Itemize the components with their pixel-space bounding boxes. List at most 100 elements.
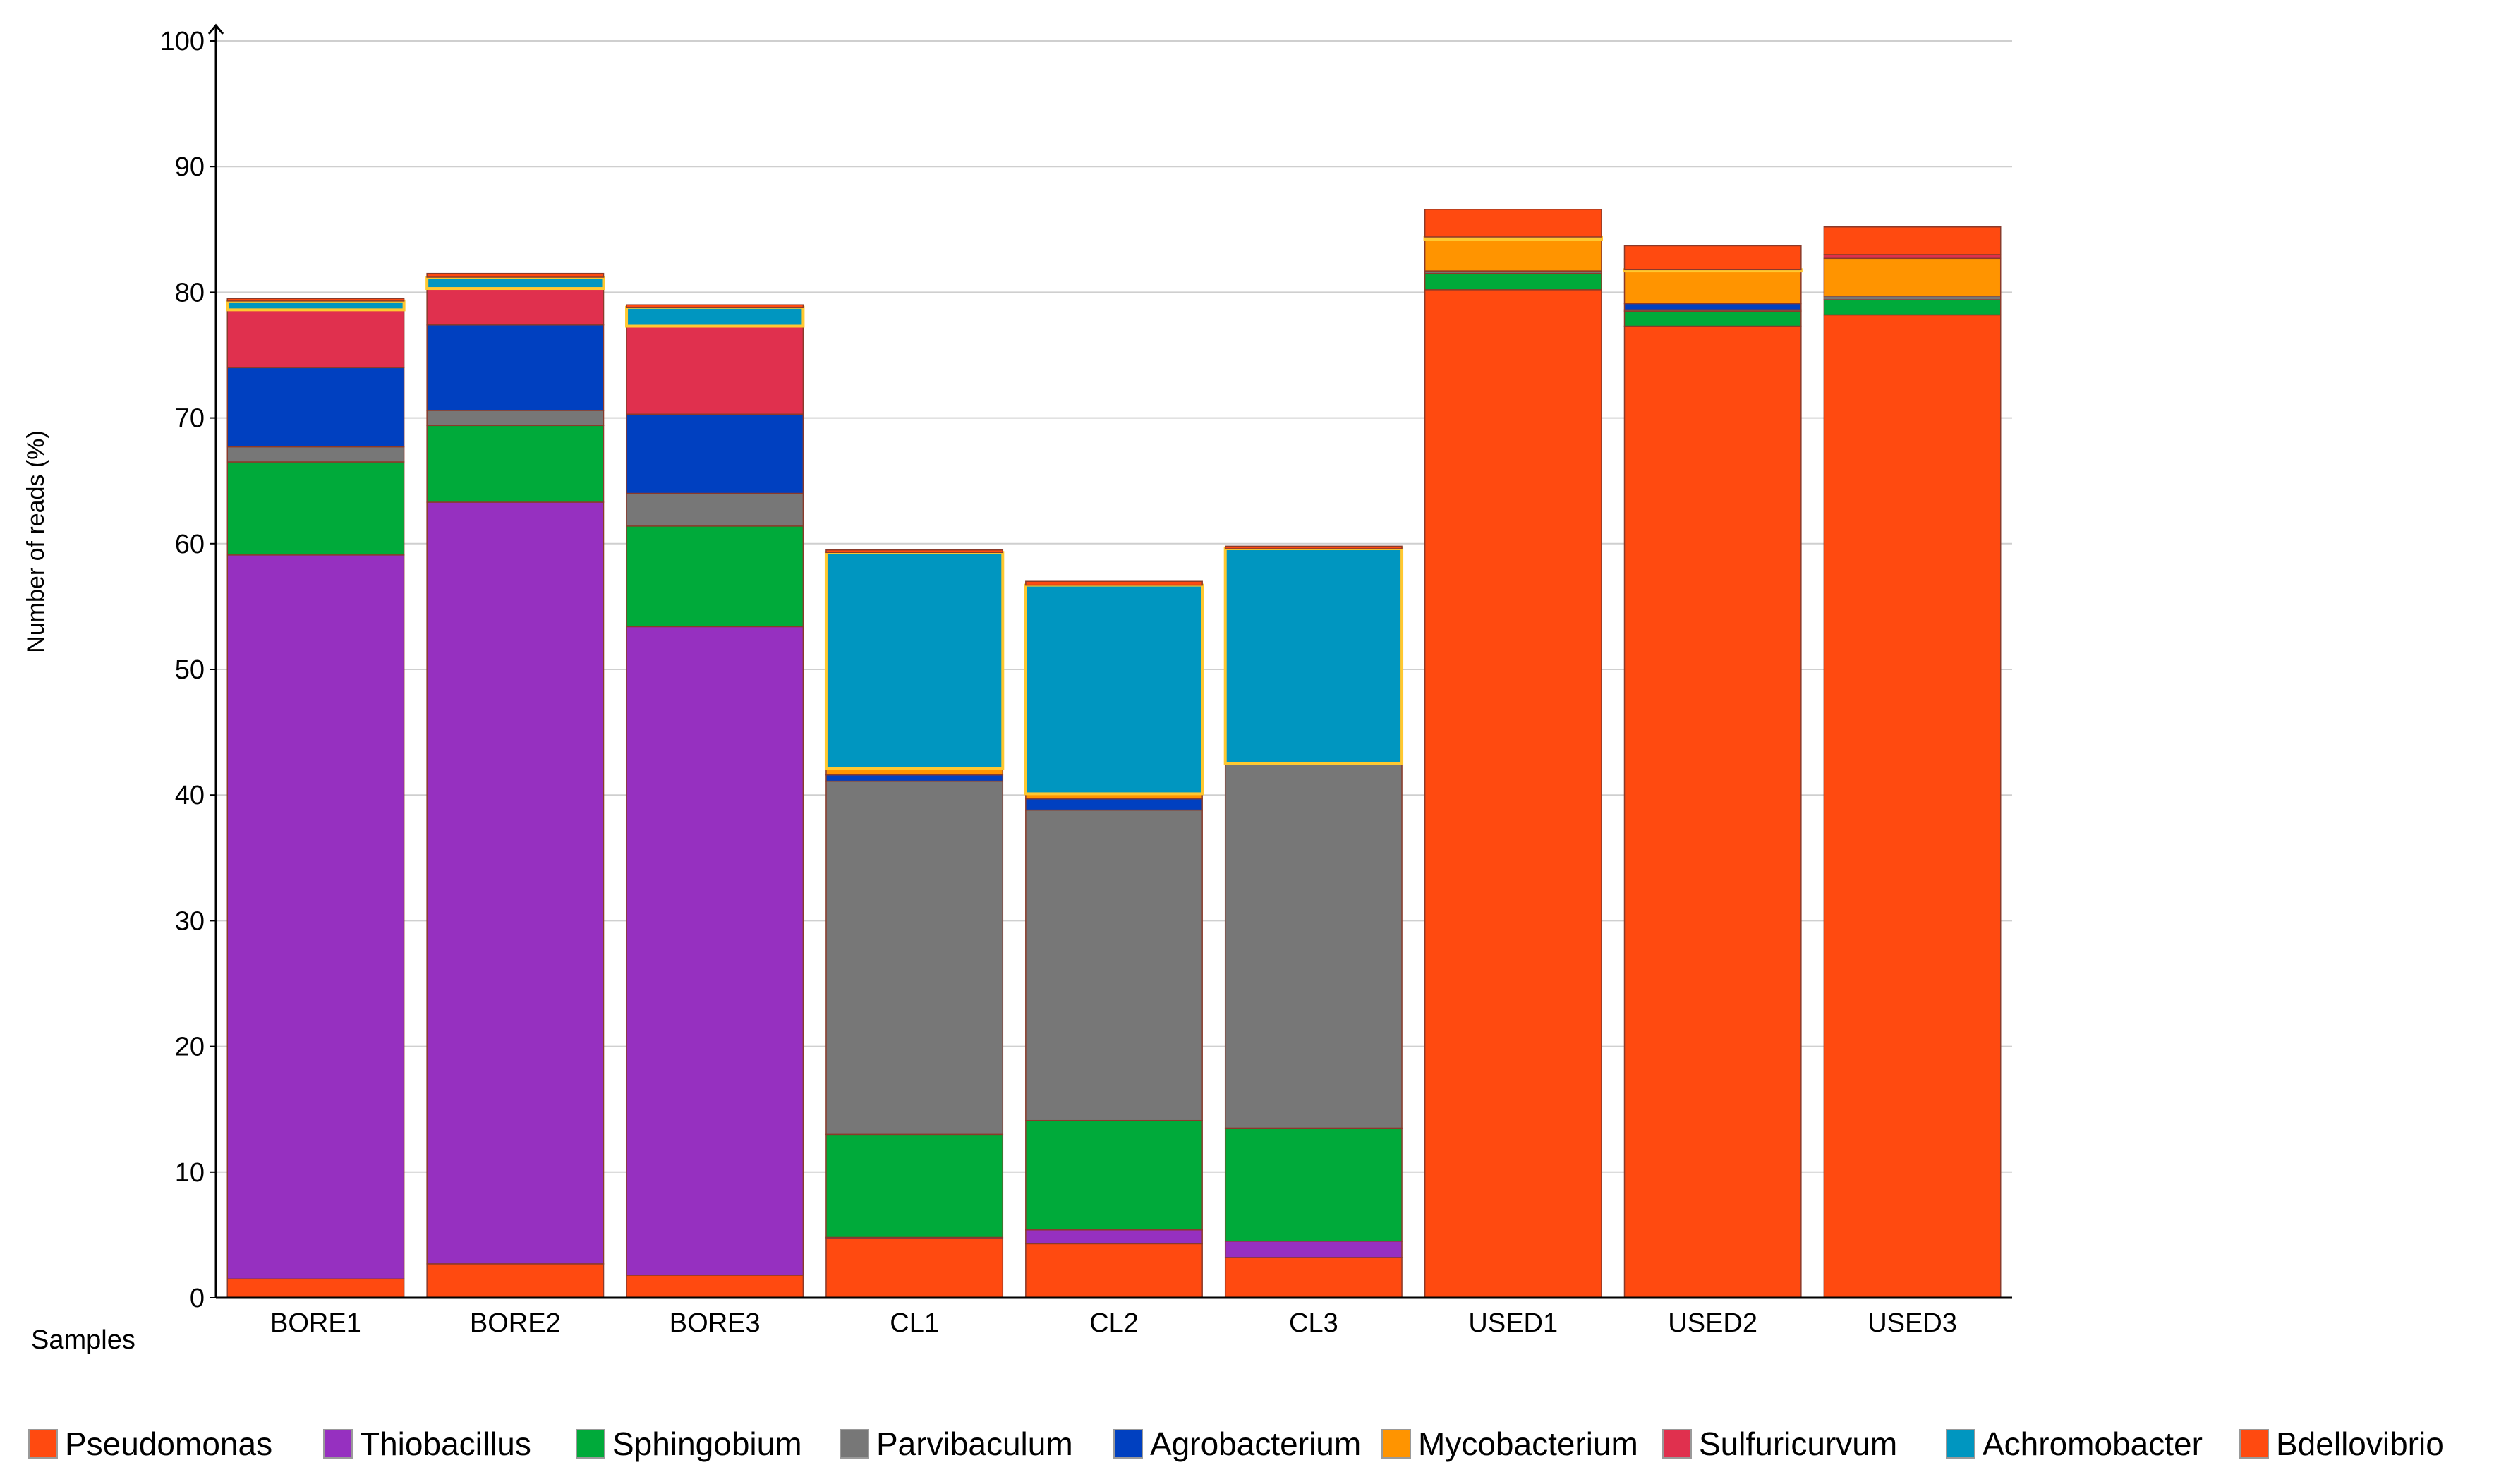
bar-sphingobium-bore1 [226, 461, 405, 556]
bar-thiobacillus-bore1 [226, 554, 405, 1280]
bar-pseudomonas-used2 [1623, 325, 1802, 1298]
bar-sphingobium-used3 [1823, 299, 2002, 316]
bar-bdellovibrio-cl2 [1025, 580, 1203, 586]
x-tick-label: CL3 [1289, 1308, 1338, 1338]
legend-item-pseudomonas: Pseudomonas [28, 1419, 272, 1468]
legend-swatch [840, 1429, 869, 1459]
y-tick-label: 0 [190, 1284, 205, 1313]
y-tick-label: 70 [175, 404, 205, 434]
x-tick-label: BORE1 [270, 1308, 361, 1338]
legend-swatch [2239, 1429, 2269, 1459]
legend-item-agrobacterium: Agrobacterium [1113, 1419, 1361, 1468]
stacked-bar-chart: 0 10 20 30 40 50 60 70 80 90 100 BORE1 BORE2 BORE3 CL… [23, 23, 2012, 1355]
legend-label: Sulfuricurvum [1699, 1425, 1898, 1462]
legend-item-achromobacter: Achromobacter [1946, 1419, 2203, 1468]
x-tick-label: USED1 [1468, 1308, 1558, 1338]
bar-stacks [226, 209, 2002, 1298]
bar-sphingobium-cl2 [1025, 1119, 1203, 1231]
bar-mycobacterium-used3 [1823, 257, 2002, 297]
y-tick-label: 40 [175, 781, 205, 810]
bar-agrobacterium-cl1 [825, 774, 1004, 782]
x-tick-label: USED3 [1868, 1308, 1957, 1338]
legend-label: Thiobacillus [360, 1425, 531, 1462]
legend-swatch [1381, 1429, 1411, 1459]
legend-swatch [28, 1429, 58, 1459]
bar-sulfuricurvum-bore1 [226, 309, 405, 369]
y-tick-label: 100 [160, 27, 205, 56]
bar-pseudomonas-used3 [1823, 314, 2002, 1298]
bar-stack-cl1 [824, 549, 1005, 1298]
bar-agrobacterium-bore3 [626, 413, 804, 494]
bar-bdellovibrio-bore1 [226, 298, 405, 302]
legend-swatch [576, 1429, 605, 1459]
bar-pseudomonas-cl3 [1224, 1257, 1403, 1298]
bar-sphingobium-used2 [1623, 310, 1802, 327]
legend-item-parvibaculum: Parvibaculum [840, 1419, 1073, 1468]
y-tick-label: 30 [175, 906, 205, 936]
bar-pseudomonas-bore2 [426, 1263, 605, 1298]
bar-thiobacillus-bore3 [626, 626, 804, 1276]
bar-achromobacter-cl3 [1223, 547, 1404, 765]
bar-bdellovibrio-cl3 [1224, 545, 1403, 549]
bar-agrobacterium-cl2 [1025, 798, 1203, 811]
bar-mycobacterium-used1 [1424, 238, 1602, 272]
bar-bdellovibrio-used1 [1424, 209, 1602, 238]
bar-mycobacterium-used2 [1623, 270, 1802, 305]
legend-swatch [1662, 1429, 1692, 1459]
bar-parvibaculum-used3 [1823, 295, 2002, 300]
bar-thiobacillus-cl2 [1025, 1229, 1203, 1245]
legend-label: Mycobacterium [1418, 1425, 1638, 1462]
legend-label: Achromobacter [1983, 1425, 2203, 1462]
bar-pseudomonas-bore3 [626, 1275, 804, 1298]
legend-item-mycobacterium: Mycobacterium [1381, 1419, 1638, 1468]
bar-parvibaculum-cl1 [825, 780, 1004, 1136]
bar-stack-bore1 [226, 298, 406, 1298]
y-axis-label: Number of reads (%) [23, 430, 49, 653]
bar-achromobacter-cl2 [1024, 583, 1204, 796]
y-tick-label: 80 [175, 278, 205, 308]
bar-sulfuricurvum-bore2 [426, 288, 605, 326]
y-tick-label: 60 [175, 530, 205, 559]
bar-stack-used1 [1423, 209, 1603, 1298]
bar-bdellovibrio-cl1 [825, 549, 1004, 554]
bar-achromobacter-bore1 [226, 299, 406, 312]
x-tick-labels: BORE1 BORE2 BORE3 CL1 CL2 CL3 USED1 USED2 USED3 [270, 1308, 1957, 1338]
legend: Pseudomonas Thiobacillus Sphingobium Parvib… [28, 1419, 2498, 1468]
x-tick-label: BORE3 [670, 1308, 761, 1338]
bar-bdellovibrio-bore2 [426, 272, 605, 278]
bar-bdellovibrio-used2 [1623, 245, 1802, 271]
y-tick-label: 90 [175, 152, 205, 182]
bar-agrobacterium-used2 [1623, 303, 1802, 311]
bar-sphingobium-cl3 [1224, 1127, 1403, 1242]
legend-item-sphingobium: Sphingobium [576, 1419, 802, 1468]
x-tick-label: CL1 [890, 1308, 939, 1338]
bar-stack-used3 [1823, 226, 2002, 1298]
y-tick-label: 20 [175, 1033, 205, 1062]
bar-sphingobium-cl1 [825, 1133, 1004, 1239]
bar-parvibaculum-bore2 [426, 410, 605, 427]
y-axis-arrow [207, 23, 224, 35]
bar-achromobacter-bore3 [625, 305, 805, 328]
x-tick-label: USED2 [1668, 1308, 1757, 1338]
legend-swatch [323, 1429, 353, 1459]
bar-parvibaculum-bore1 [226, 446, 405, 463]
bar-parvibaculum-cl3 [1224, 762, 1403, 1129]
bar-thiobacillus-bore2 [426, 501, 605, 1265]
legend-swatch [1946, 1429, 1975, 1459]
y-tick-label: 50 [175, 655, 205, 685]
bar-stack-cl2 [1024, 580, 1204, 1298]
bar-parvibaculum-bore3 [626, 492, 804, 527]
bar-pseudomonas-bore1 [226, 1278, 405, 1298]
bar-stack-bore2 [425, 272, 605, 1298]
bar-pseudomonas-cl2 [1025, 1243, 1203, 1298]
bar-achromobacter-bore2 [425, 276, 605, 291]
x-axis-label: Samples [31, 1325, 135, 1355]
bar-stack-bore3 [625, 304, 805, 1298]
axes [207, 23, 2012, 1299]
bar-sulfuricurvum-bore3 [626, 325, 804, 415]
y-tick-label: 10 [175, 1158, 205, 1188]
bar-pseudomonas-used1 [1424, 289, 1602, 1298]
legend-item-bdellovibrio: Bdellovibrio [2239, 1419, 2444, 1468]
bar-bdellovibrio-bore3 [626, 304, 804, 308]
bar-parvibaculum-cl2 [1025, 809, 1203, 1121]
